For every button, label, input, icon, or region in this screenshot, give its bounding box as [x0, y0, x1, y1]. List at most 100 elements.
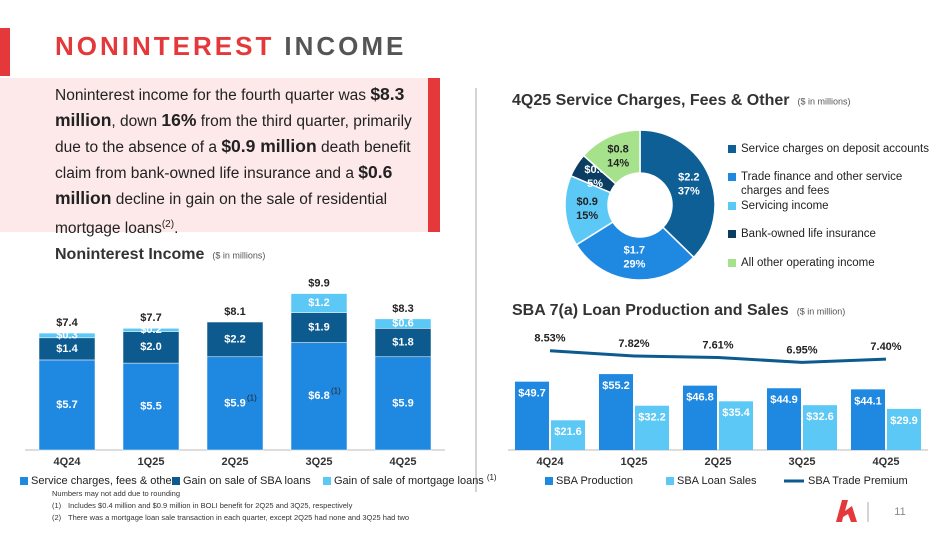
summary-run: , down	[111, 113, 162, 130]
x-tick-label: 1Q25	[138, 456, 165, 468]
data-label: $5.9	[224, 397, 245, 409]
x-tick-label: 4Q25	[390, 456, 417, 468]
donut-slice	[582, 129, 641, 185]
slice-percent-label: 14%	[607, 158, 629, 170]
slide-title: NONINTEREST INCOME	[55, 31, 406, 61]
data-label: $2.0	[140, 341, 161, 353]
logo	[836, 500, 857, 522]
total-label: $8.3	[392, 303, 413, 315]
data-label: $44.9	[770, 394, 798, 406]
slice-value-label: $0.9	[576, 196, 597, 208]
bar	[719, 401, 753, 450]
bar	[803, 405, 837, 450]
footnote: There was a mortgage loan sale transacti…	[68, 513, 409, 522]
data-label: $29.9	[890, 415, 918, 427]
footnote: Numbers may not add due to rounding	[52, 489, 180, 498]
summary-run: (2)	[161, 219, 175, 230]
line-label: 6.95%	[786, 344, 817, 356]
legend-text: Gain on sale of SBA loans	[183, 475, 311, 487]
data-label: $5.5	[140, 400, 161, 412]
legend-swatch	[728, 202, 736, 210]
bar	[767, 388, 801, 450]
legend-label: Service charges, fees & other	[31, 475, 176, 487]
donut-slice	[639, 129, 716, 259]
legend-item: Servicing income	[728, 199, 941, 213]
chart-subtitle: ($ in million)	[797, 306, 846, 316]
data-label: $1.8	[392, 336, 413, 348]
legend-label: Service charges on deposit accounts	[741, 143, 929, 155]
donut-slice	[575, 220, 695, 281]
legend-label: Bank-owned life insurance	[741, 228, 876, 240]
x-tick-label: 4Q24	[54, 456, 82, 468]
annotation: (1)	[331, 386, 341, 395]
legend-label: SBA Loan Sales	[677, 475, 757, 487]
legend-swatch	[728, 145, 736, 153]
total-label: $7.4	[56, 317, 78, 329]
legend-swatch	[728, 230, 736, 238]
bar-segment	[122, 331, 180, 364]
chart-subtitle: ($ in millions)	[212, 250, 265, 260]
line-label: 7.82%	[618, 338, 649, 350]
footnote-marker: (2)	[52, 513, 62, 522]
legend-swatch	[20, 477, 28, 485]
summary-text: Noninterest income for the fourth quarte…	[55, 82, 420, 241]
title-accent: NONINTEREST	[55, 31, 274, 61]
legend-swatch	[666, 477, 674, 485]
data-label: $44.1	[854, 395, 882, 407]
slice-value-label: $0.8	[607, 144, 628, 156]
title-rest: INCOME	[284, 31, 406, 61]
x-tick-label: 3Q25	[789, 456, 816, 468]
chart-title: Noninterest Income	[55, 246, 204, 263]
bar	[851, 389, 885, 450]
summary-run: $0.9 million	[221, 136, 317, 156]
data-label: $0.6	[392, 318, 413, 330]
bar-segment	[290, 293, 348, 313]
footnote: Includes $0.4 million and $0.9 million i…	[68, 501, 353, 510]
data-label: $0.2	[140, 324, 161, 336]
summary-run: decline in gain on the sale of residenti…	[55, 191, 388, 238]
data-label: $6.8	[308, 390, 329, 402]
summary-run: $0.6 million	[55, 162, 393, 208]
data-label: $46.8	[686, 392, 714, 404]
bar	[683, 385, 717, 450]
summary-run: $8.3 million	[55, 84, 405, 130]
legend-swatch	[323, 477, 331, 485]
bar-segment	[374, 328, 432, 358]
data-label: $5.7	[56, 399, 77, 411]
data-label: $1.2	[308, 297, 329, 309]
data-label: $49.7	[518, 388, 546, 400]
legend-label: All other operating income	[741, 257, 875, 269]
summary-run: Noninterest income for the fourth quarte…	[55, 87, 371, 104]
legend-label: SBA Production	[556, 475, 633, 487]
data-label: $32.6	[806, 411, 834, 423]
data-label: $21.6	[554, 426, 582, 438]
chart-title: 4Q25 Service Charges, Fees & Other	[512, 92, 789, 109]
legend-text: Gain of sale of mortgage loans	[334, 475, 484, 487]
slice-percent-label: 37%	[678, 185, 700, 197]
bar-segment	[122, 328, 180, 332]
legend-label: SBA Trade Premium	[808, 475, 908, 487]
annotation: (1)	[247, 393, 257, 402]
legend-label: Gain of sale of mortgage loans (1)	[334, 473, 497, 487]
summary-run: from the third quarter, primarily due to…	[55, 113, 412, 156]
summary-run: death benefit claim from bank-owned life…	[55, 139, 411, 182]
line-label: 8.53%	[534, 333, 565, 345]
line-label: 7.61%	[702, 339, 733, 351]
summary-run: 16%	[161, 110, 197, 130]
legend-item: Service charges on deposit accounts	[728, 142, 941, 156]
bar-segment	[38, 359, 96, 451]
footnote-marker: (1)	[52, 501, 62, 510]
bar-segment	[38, 332, 96, 339]
slice-percent-label: 29%	[623, 259, 645, 271]
legend-text: Service charges, fees & other	[31, 475, 176, 487]
data-label: $1.4	[56, 343, 78, 355]
data-label: $35.4	[722, 407, 750, 419]
x-tick-label: 4Q25	[873, 456, 900, 468]
legend-swatch	[172, 477, 180, 485]
data-label: $55.2	[602, 380, 630, 392]
title-accent-bar	[0, 28, 10, 76]
legend-label: Servicing income	[741, 200, 829, 212]
legend-swatch	[545, 477, 553, 485]
bar-segment	[206, 321, 264, 358]
